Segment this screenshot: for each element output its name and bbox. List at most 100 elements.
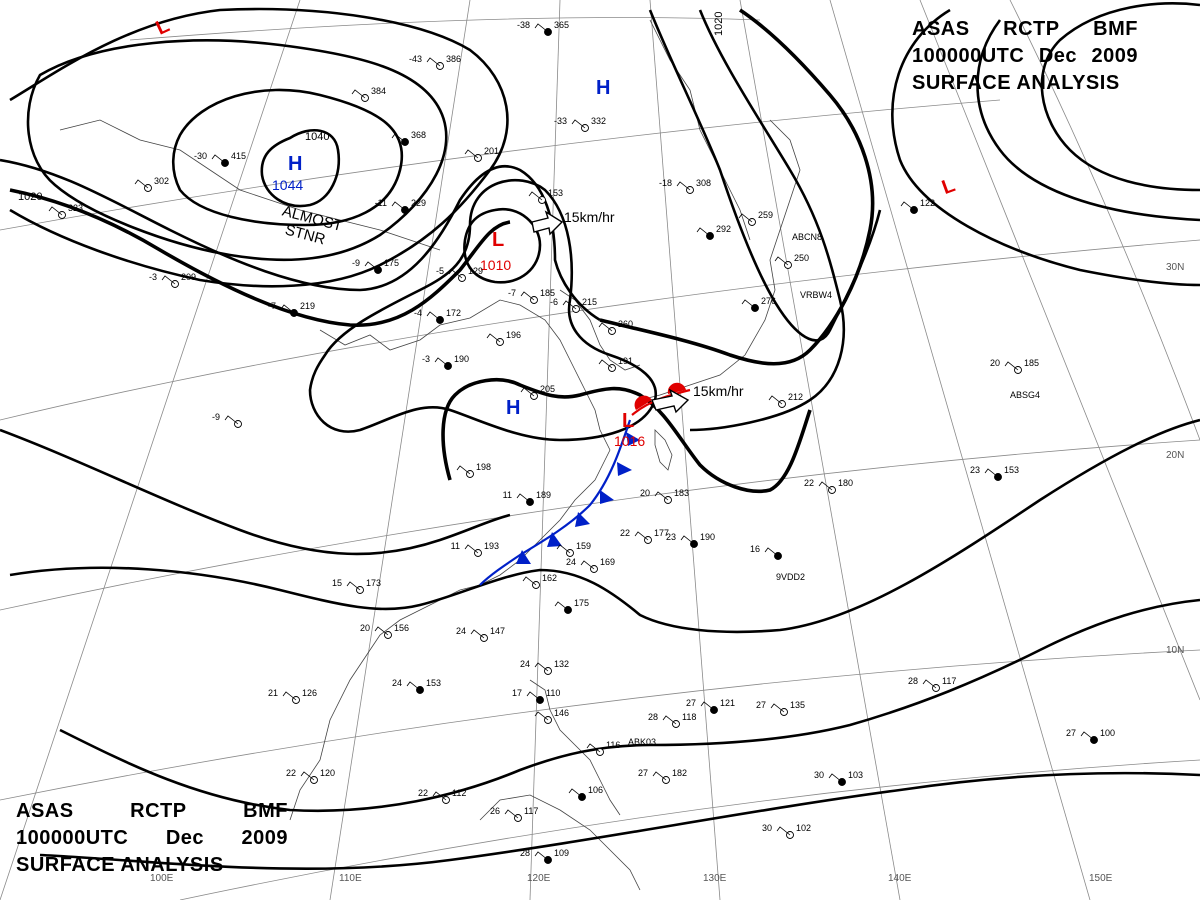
wind-barb	[776, 826, 791, 836]
station-pressure: 110	[546, 688, 560, 698]
station-temperature: -3	[422, 354, 430, 364]
ship-callsign: ABCN8	[792, 232, 822, 242]
station-temperature: 26	[490, 806, 500, 816]
station-temperature: 23	[970, 465, 980, 475]
station-plot: 323	[48, 203, 83, 219]
isobar-labels: 1040 1020 1020	[18, 12, 725, 203]
station-pressure: 132	[554, 659, 569, 669]
longitude-label: 110E	[339, 873, 362, 884]
isobar-kuril	[689, 9, 846, 432]
wind-barb	[432, 791, 447, 801]
wind-barb	[1080, 731, 1095, 741]
map-header-bottom-left: ASAS RCTP BMF 100000UTC Dec 2009 SURFACE…	[16, 798, 288, 879]
station-pressure: 177	[654, 528, 669, 538]
station-plot: 27 121	[686, 698, 735, 714]
isobar-1020-thick	[9, 8, 875, 366]
coastline-japan	[639, 119, 801, 401]
station-plot: -7 219	[268, 301, 315, 317]
ship-callsign: 9VDD2	[776, 572, 805, 582]
low-center-label: L	[492, 229, 504, 251]
isobar-1020-ne	[1040, 2, 1200, 192]
station-plot: 276	[741, 296, 776, 312]
station-pressure: 185	[540, 288, 555, 298]
wind-barb	[224, 415, 239, 425]
wind-barb	[134, 179, 149, 189]
station-temperature: -33	[554, 116, 567, 126]
coastline-china-south	[369, 449, 611, 651]
station-pressure: 201	[484, 146, 499, 156]
wind-barb	[662, 715, 677, 725]
station-temperature: 28	[908, 676, 918, 686]
station-pressure: 116	[606, 740, 620, 750]
header-month: Dec	[165, 827, 205, 849]
station-pressure: 103	[848, 770, 863, 780]
isobar-1016-ne	[891, 8, 1200, 287]
station-plot: -9 175	[352, 258, 399, 274]
station-plot: 162	[522, 573, 557, 589]
station-temperature: 15	[332, 578, 342, 588]
low-center-label: L	[153, 15, 173, 40]
latitude-label: 30N	[1166, 262, 1184, 273]
station-pressure: 276	[761, 296, 776, 306]
motion-speed-label: 15km/hr	[564, 209, 615, 225]
station-pressure: 259	[758, 210, 773, 220]
station-pressure: 126	[302, 688, 317, 698]
isobar-1024-ne	[976, 19, 1200, 222]
station-temperature: -4	[414, 308, 422, 318]
station-plot: 26 117	[490, 806, 538, 822]
station-temperature: -7	[508, 288, 516, 298]
station-plot: 205	[520, 384, 555, 400]
wind-barb	[528, 191, 543, 201]
coastline-taiwan	[654, 429, 673, 471]
wind-barb	[900, 201, 915, 211]
wind-barb	[774, 256, 789, 266]
station-pressure: 209	[181, 272, 196, 282]
longitude-label: 100E	[150, 873, 174, 884]
station-pressure: 100	[1100, 728, 1115, 738]
station-plot: 20 185	[990, 358, 1039, 374]
station-plot: 175	[554, 598, 589, 614]
coastline-borneo	[479, 794, 641, 891]
station-pressure: 386	[446, 54, 461, 64]
wind-barb	[470, 629, 485, 639]
wind-barb	[828, 773, 843, 783]
station-plot: 212	[768, 392, 803, 408]
station-pressure: 175	[574, 598, 589, 608]
ship-callsign: ABK03	[628, 737, 656, 747]
wind-barb	[554, 601, 569, 611]
station-plot: -6 215	[550, 297, 597, 313]
station-plot: -11 229	[375, 198, 426, 214]
station-pressure: 173	[366, 578, 381, 588]
station-plot: 196	[486, 330, 521, 346]
isobar-1044-high	[260, 129, 341, 208]
isobar-1032	[26, 39, 448, 262]
station-pressure: 198	[476, 462, 491, 472]
station-pressure: 308	[696, 178, 711, 188]
station-temperature: 20	[360, 623, 370, 633]
station-plot: 22 177	[620, 528, 669, 544]
station-temperature: 30	[762, 823, 772, 833]
station-pressure: 156	[394, 623, 409, 633]
longitude-label: 130E	[703, 873, 727, 884]
wind-barb	[598, 322, 613, 332]
station-temperature: 11	[451, 541, 460, 551]
station-plot: 24 153	[392, 678, 441, 694]
station-plot: 384	[351, 86, 386, 102]
station-pressure: 229	[411, 198, 426, 208]
wind-barb	[282, 691, 297, 701]
station-plot: 16	[750, 544, 782, 560]
isobar-1024	[0, 158, 601, 322]
ship-callsign: ABSG4	[1010, 390, 1040, 400]
wind-barb	[922, 679, 937, 689]
station-plot: 106	[568, 785, 603, 801]
station-pressure: 162	[542, 573, 557, 583]
station-pressure: 365	[554, 20, 569, 30]
station-plot: -33 332	[554, 116, 606, 132]
isobar-1028	[9, 7, 509, 288]
wind-barb	[434, 357, 449, 367]
station-temperature: -5	[436, 266, 444, 276]
station-pressure: 212	[788, 392, 803, 402]
wind-barb	[280, 304, 295, 314]
station-plot: 27 100	[1066, 728, 1115, 744]
station-pressure: 302	[154, 176, 169, 186]
